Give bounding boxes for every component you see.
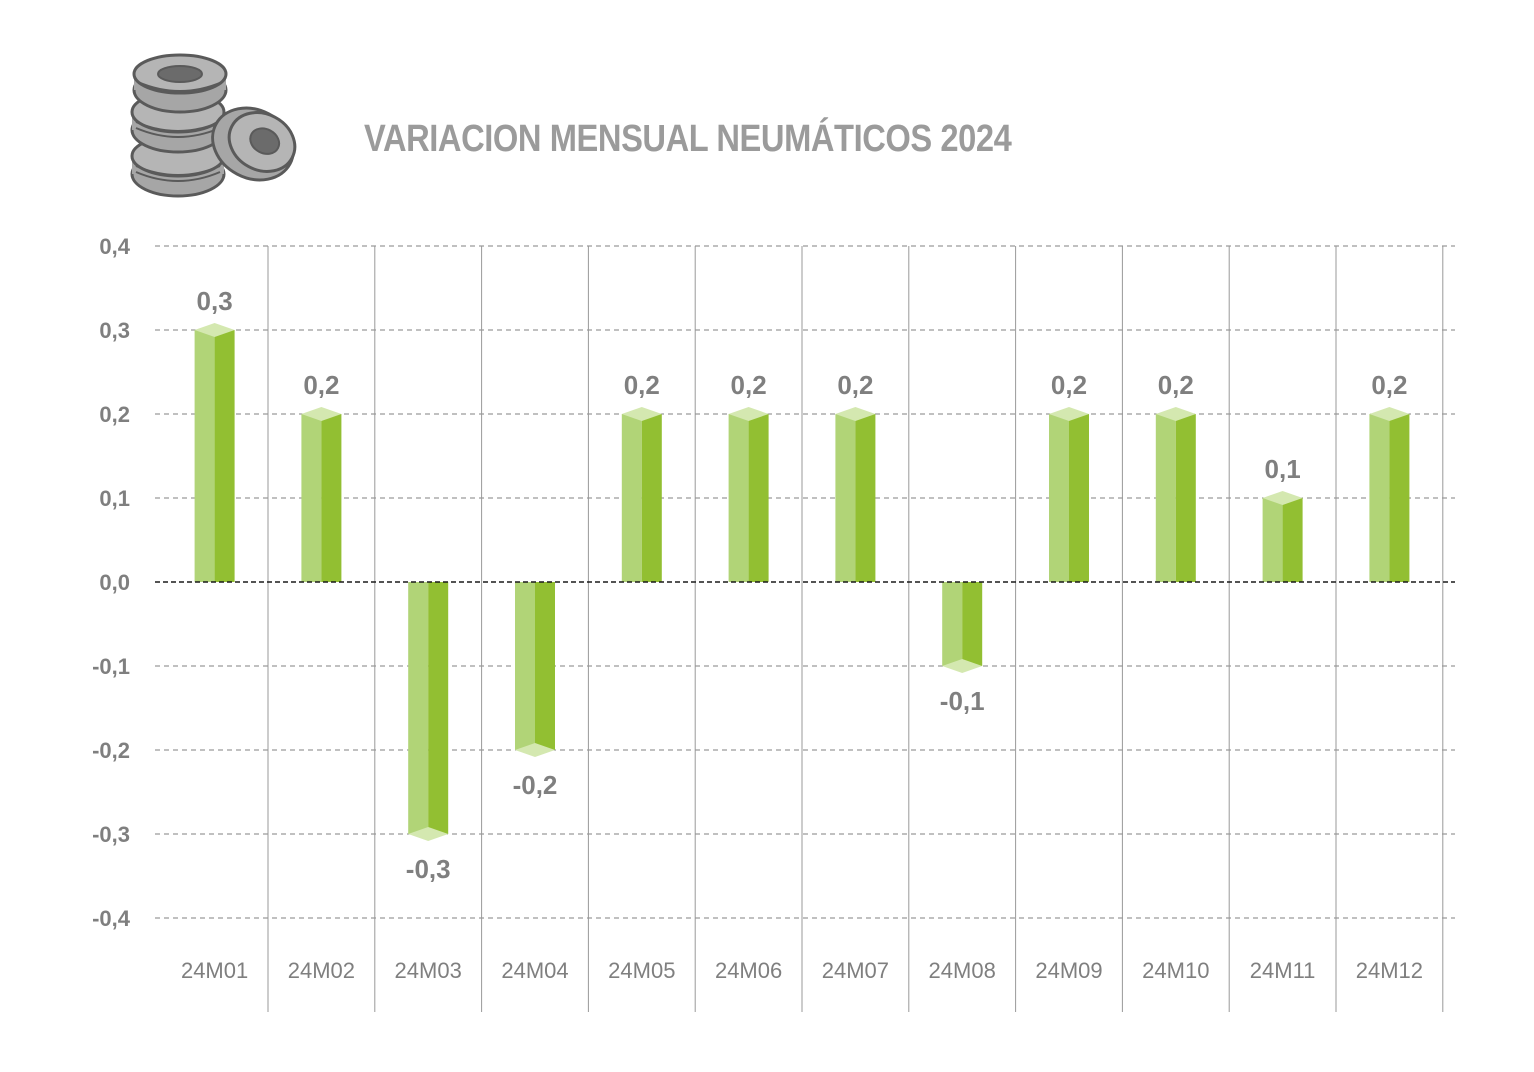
- y-axis-tick-labels: 0,4 0,3 0,2 0,1 0,0 -0,1 -0,2 -0,3 -0,4: [92, 234, 131, 931]
- bar-face-dark: [855, 414, 876, 582]
- bar-face-light: [1049, 414, 1069, 582]
- tire-leaning: [211, 106, 297, 182]
- y-tick-label: -0,1: [92, 654, 130, 679]
- bar: [728, 407, 769, 582]
- data-label: 0,2: [1158, 370, 1194, 400]
- x-tick-label: 24M10: [1142, 958, 1209, 983]
- bar: [942, 582, 983, 673]
- data-label: -0,3: [406, 854, 451, 884]
- bar: [194, 323, 235, 582]
- bar-face-light: [942, 582, 963, 666]
- bar-face-dark: [748, 414, 769, 582]
- bar: [301, 407, 342, 582]
- x-tick-label: 24M01: [181, 958, 248, 983]
- bar-cap: [194, 323, 235, 337]
- y-tick-label: 0,0: [99, 570, 130, 595]
- x-tick-label: 24M02: [288, 958, 355, 983]
- y-tick-label: -0,3: [92, 822, 130, 847]
- data-label: 0,3: [197, 286, 233, 316]
- chart-title: VARIACION MENSUAL NEUMÁTICOS 2024: [364, 118, 1012, 160]
- bar: [1155, 407, 1196, 582]
- bar-cap: [408, 827, 449, 841]
- data-label: 0,2: [837, 370, 873, 400]
- data-label: -0,2: [513, 770, 558, 800]
- bar-face-light: [728, 414, 749, 582]
- stacked-tires-icon: [130, 53, 297, 198]
- x-tick-label: 24M08: [929, 958, 996, 983]
- data-label: 0,2: [1371, 370, 1407, 400]
- data-labels: 0,3 0,2 -0,3 -0,2 0,2 0,2 0,2 -0,1 0,2 0,2 0,1 0,2: [197, 286, 1408, 884]
- bar-face-dark: [641, 414, 662, 582]
- y-tick-label: -0,4: [92, 906, 131, 931]
- y-tick-label: 0,4: [99, 234, 130, 259]
- bar-cap: [1155, 407, 1196, 421]
- data-label: -0,1: [940, 686, 985, 716]
- bar-face-dark: [1282, 498, 1303, 582]
- category-dividers: [267, 246, 1444, 1012]
- x-axis-tick-labels: 24M01 24M02 24M03 24M04 24M05 24M06 24M07 24M08…: [181, 958, 1423, 983]
- bar-face-dark: [535, 582, 555, 750]
- data-label: 0,1: [1265, 454, 1301, 484]
- x-tick-label: 24M03: [395, 958, 462, 983]
- data-label: 0,2: [624, 370, 660, 400]
- bar-face-dark: [1175, 414, 1196, 582]
- bar-cap: [1049, 407, 1089, 421]
- bar-cap: [301, 407, 342, 421]
- data-label: 0,2: [1051, 370, 1087, 400]
- data-label: 0,2: [303, 370, 339, 400]
- bar: [835, 407, 876, 582]
- x-tick-label: 24M04: [501, 958, 568, 983]
- bar-face-dark: [321, 414, 342, 582]
- bar-face-light: [515, 582, 535, 750]
- bar-face-light: [835, 414, 856, 582]
- bar: [515, 582, 555, 757]
- bar-cap: [621, 407, 662, 421]
- bar-face-dark: [1069, 414, 1089, 582]
- x-tick-label: 24M05: [608, 958, 675, 983]
- y-tick-label: -0,2: [92, 738, 130, 763]
- x-tick-label: 24M06: [715, 958, 782, 983]
- x-tick-label: 24M07: [822, 958, 889, 983]
- bar: [621, 407, 662, 582]
- x-tick-label: 24M09: [1035, 958, 1102, 983]
- bar-face-light: [1369, 414, 1390, 582]
- grid-lines: [155, 245, 1455, 919]
- bar: [1262, 491, 1303, 582]
- bar-face-dark: [1389, 414, 1410, 582]
- x-tick-label: 24M11: [1250, 958, 1316, 983]
- y-tick-label: 0,1: [99, 486, 130, 511]
- bar: [408, 582, 449, 841]
- bar: [1369, 407, 1410, 582]
- bars: [194, 323, 1410, 841]
- bar-cap: [1369, 407, 1410, 421]
- bar-face-light: [1262, 498, 1283, 582]
- bar-cap: [728, 407, 769, 421]
- x-tick-label: 24M12: [1356, 958, 1423, 983]
- tire-top: [132, 53, 228, 114]
- bar-face-light: [194, 330, 215, 582]
- bar-face-light: [1155, 414, 1176, 582]
- bar-face-dark: [214, 330, 235, 582]
- bar-cap: [1262, 491, 1303, 505]
- bar-cap: [835, 407, 876, 421]
- data-label: 0,2: [731, 370, 767, 400]
- bar-cap: [515, 743, 555, 757]
- y-tick-label: 0,3: [99, 318, 130, 343]
- bar-face-light: [408, 582, 429, 834]
- bar-face-light: [621, 414, 642, 582]
- y-tick-label: 0,2: [99, 402, 130, 427]
- bar-face-dark: [962, 582, 983, 666]
- bar-cap: [942, 659, 983, 673]
- bar: [1049, 407, 1089, 582]
- bar-face-light: [301, 414, 322, 582]
- bar-face-dark: [428, 582, 449, 834]
